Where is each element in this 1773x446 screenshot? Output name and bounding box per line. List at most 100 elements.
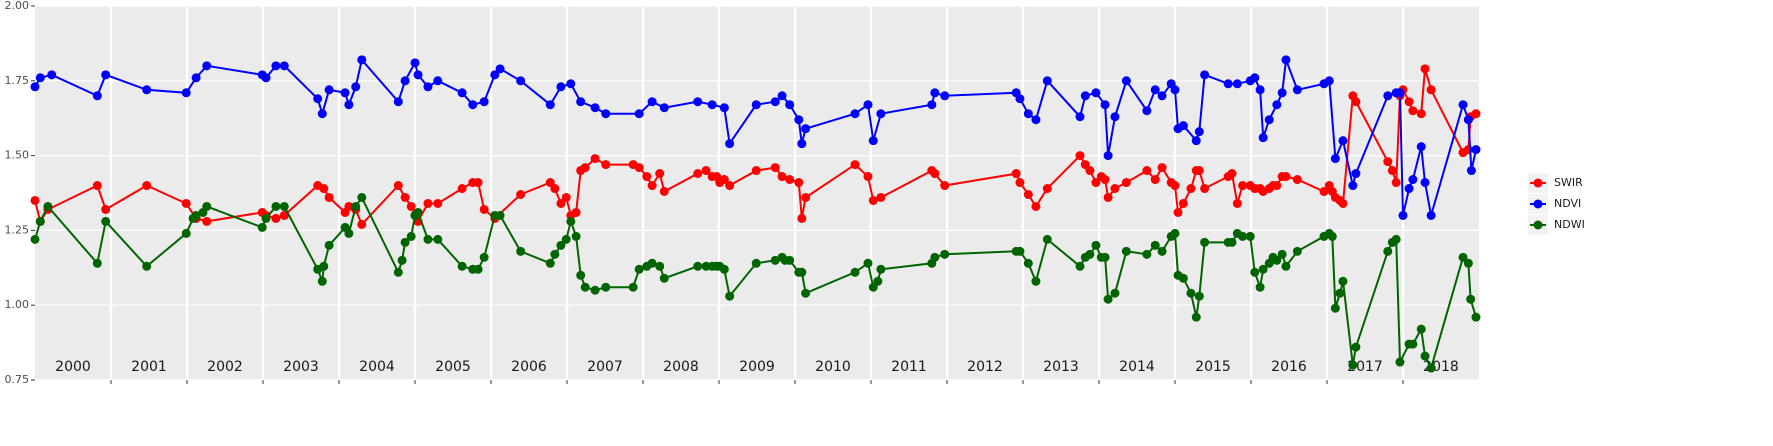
data-point	[181, 228, 191, 238]
legend-dot	[1533, 178, 1543, 188]
data-point	[344, 228, 354, 238]
data-point	[457, 184, 467, 194]
data-point	[1142, 106, 1152, 116]
legend-label: NDWI	[1554, 218, 1585, 231]
data-point	[1383, 157, 1393, 167]
data-point	[324, 240, 334, 250]
data-point	[317, 276, 327, 286]
data-point	[397, 255, 407, 265]
data-point	[571, 207, 581, 217]
data-point	[1091, 240, 1101, 250]
data-point	[1227, 169, 1237, 179]
data-point	[423, 198, 433, 208]
y-tick-label: 1.50	[5, 149, 30, 162]
data-point	[1232, 79, 1242, 89]
data-point	[1351, 342, 1361, 352]
data-point	[725, 139, 735, 149]
data-point	[319, 261, 329, 271]
data-point	[261, 73, 271, 83]
data-point	[1324, 76, 1334, 86]
data-point	[785, 175, 795, 185]
data-point	[393, 267, 403, 277]
data-point	[647, 258, 657, 268]
data-point	[1245, 231, 1255, 241]
data-point	[647, 181, 657, 191]
data-point	[1387, 166, 1397, 176]
data-point	[457, 261, 467, 271]
data-point	[35, 216, 45, 226]
data-point	[1042, 184, 1052, 194]
data-point	[92, 258, 102, 268]
data-point	[1335, 288, 1345, 298]
data-point	[634, 109, 644, 119]
data-point	[601, 160, 611, 170]
data-point	[1075, 261, 1085, 271]
data-point	[344, 201, 354, 211]
data-point	[1338, 276, 1348, 286]
data-point	[351, 82, 361, 92]
data-point	[1091, 178, 1101, 188]
data-point	[876, 192, 886, 202]
data-point	[1420, 64, 1430, 74]
data-point	[550, 249, 560, 259]
data-point	[794, 115, 804, 125]
data-point	[410, 58, 420, 68]
data-point	[101, 204, 111, 214]
data-point	[561, 234, 571, 244]
data-point	[725, 291, 735, 301]
data-point	[202, 61, 212, 71]
data-point	[317, 109, 327, 119]
data-point	[1250, 73, 1260, 83]
data-point	[423, 82, 433, 92]
data-point	[479, 252, 489, 262]
data-point	[1170, 228, 1180, 238]
data-point	[1281, 55, 1291, 65]
data-point	[873, 276, 883, 286]
data-point	[1103, 151, 1113, 161]
data-point	[1150, 175, 1160, 185]
data-point	[1075, 112, 1085, 122]
data-point	[1023, 109, 1033, 119]
data-point	[468, 100, 478, 110]
data-point	[863, 100, 873, 110]
data-point	[940, 181, 950, 191]
data-point	[1466, 294, 1476, 304]
data-point	[142, 181, 152, 191]
data-point	[423, 234, 433, 244]
data-point	[433, 234, 443, 244]
data-point	[1178, 121, 1188, 131]
data-point	[1458, 252, 1468, 262]
data-point	[576, 270, 586, 280]
data-point	[556, 198, 566, 208]
data-point	[693, 261, 703, 271]
data-point	[1471, 145, 1481, 155]
year-label: 2014	[1119, 359, 1155, 375]
data-point	[770, 163, 780, 173]
data-point	[940, 249, 950, 259]
data-point	[794, 178, 804, 188]
data-point	[580, 282, 590, 292]
data-point	[1272, 255, 1282, 265]
data-point	[785, 255, 795, 265]
data-point	[30, 234, 40, 244]
data-point	[279, 201, 289, 211]
data-point	[751, 166, 761, 176]
data-point	[770, 255, 780, 265]
data-point	[1391, 178, 1401, 188]
data-point	[47, 70, 57, 80]
data-point	[1227, 237, 1237, 247]
data-point	[634, 163, 644, 173]
year-label: 2016	[1271, 359, 1307, 375]
data-point	[1121, 178, 1131, 188]
data-point	[1292, 246, 1302, 256]
data-point	[1281, 172, 1291, 182]
data-point	[1408, 175, 1418, 185]
data-point	[797, 213, 807, 223]
data-point	[545, 100, 555, 110]
data-point	[868, 195, 878, 205]
data-point	[719, 264, 729, 274]
data-point	[1391, 234, 1401, 244]
data-point	[351, 201, 361, 211]
data-point	[433, 76, 443, 86]
data-point	[202, 216, 212, 226]
